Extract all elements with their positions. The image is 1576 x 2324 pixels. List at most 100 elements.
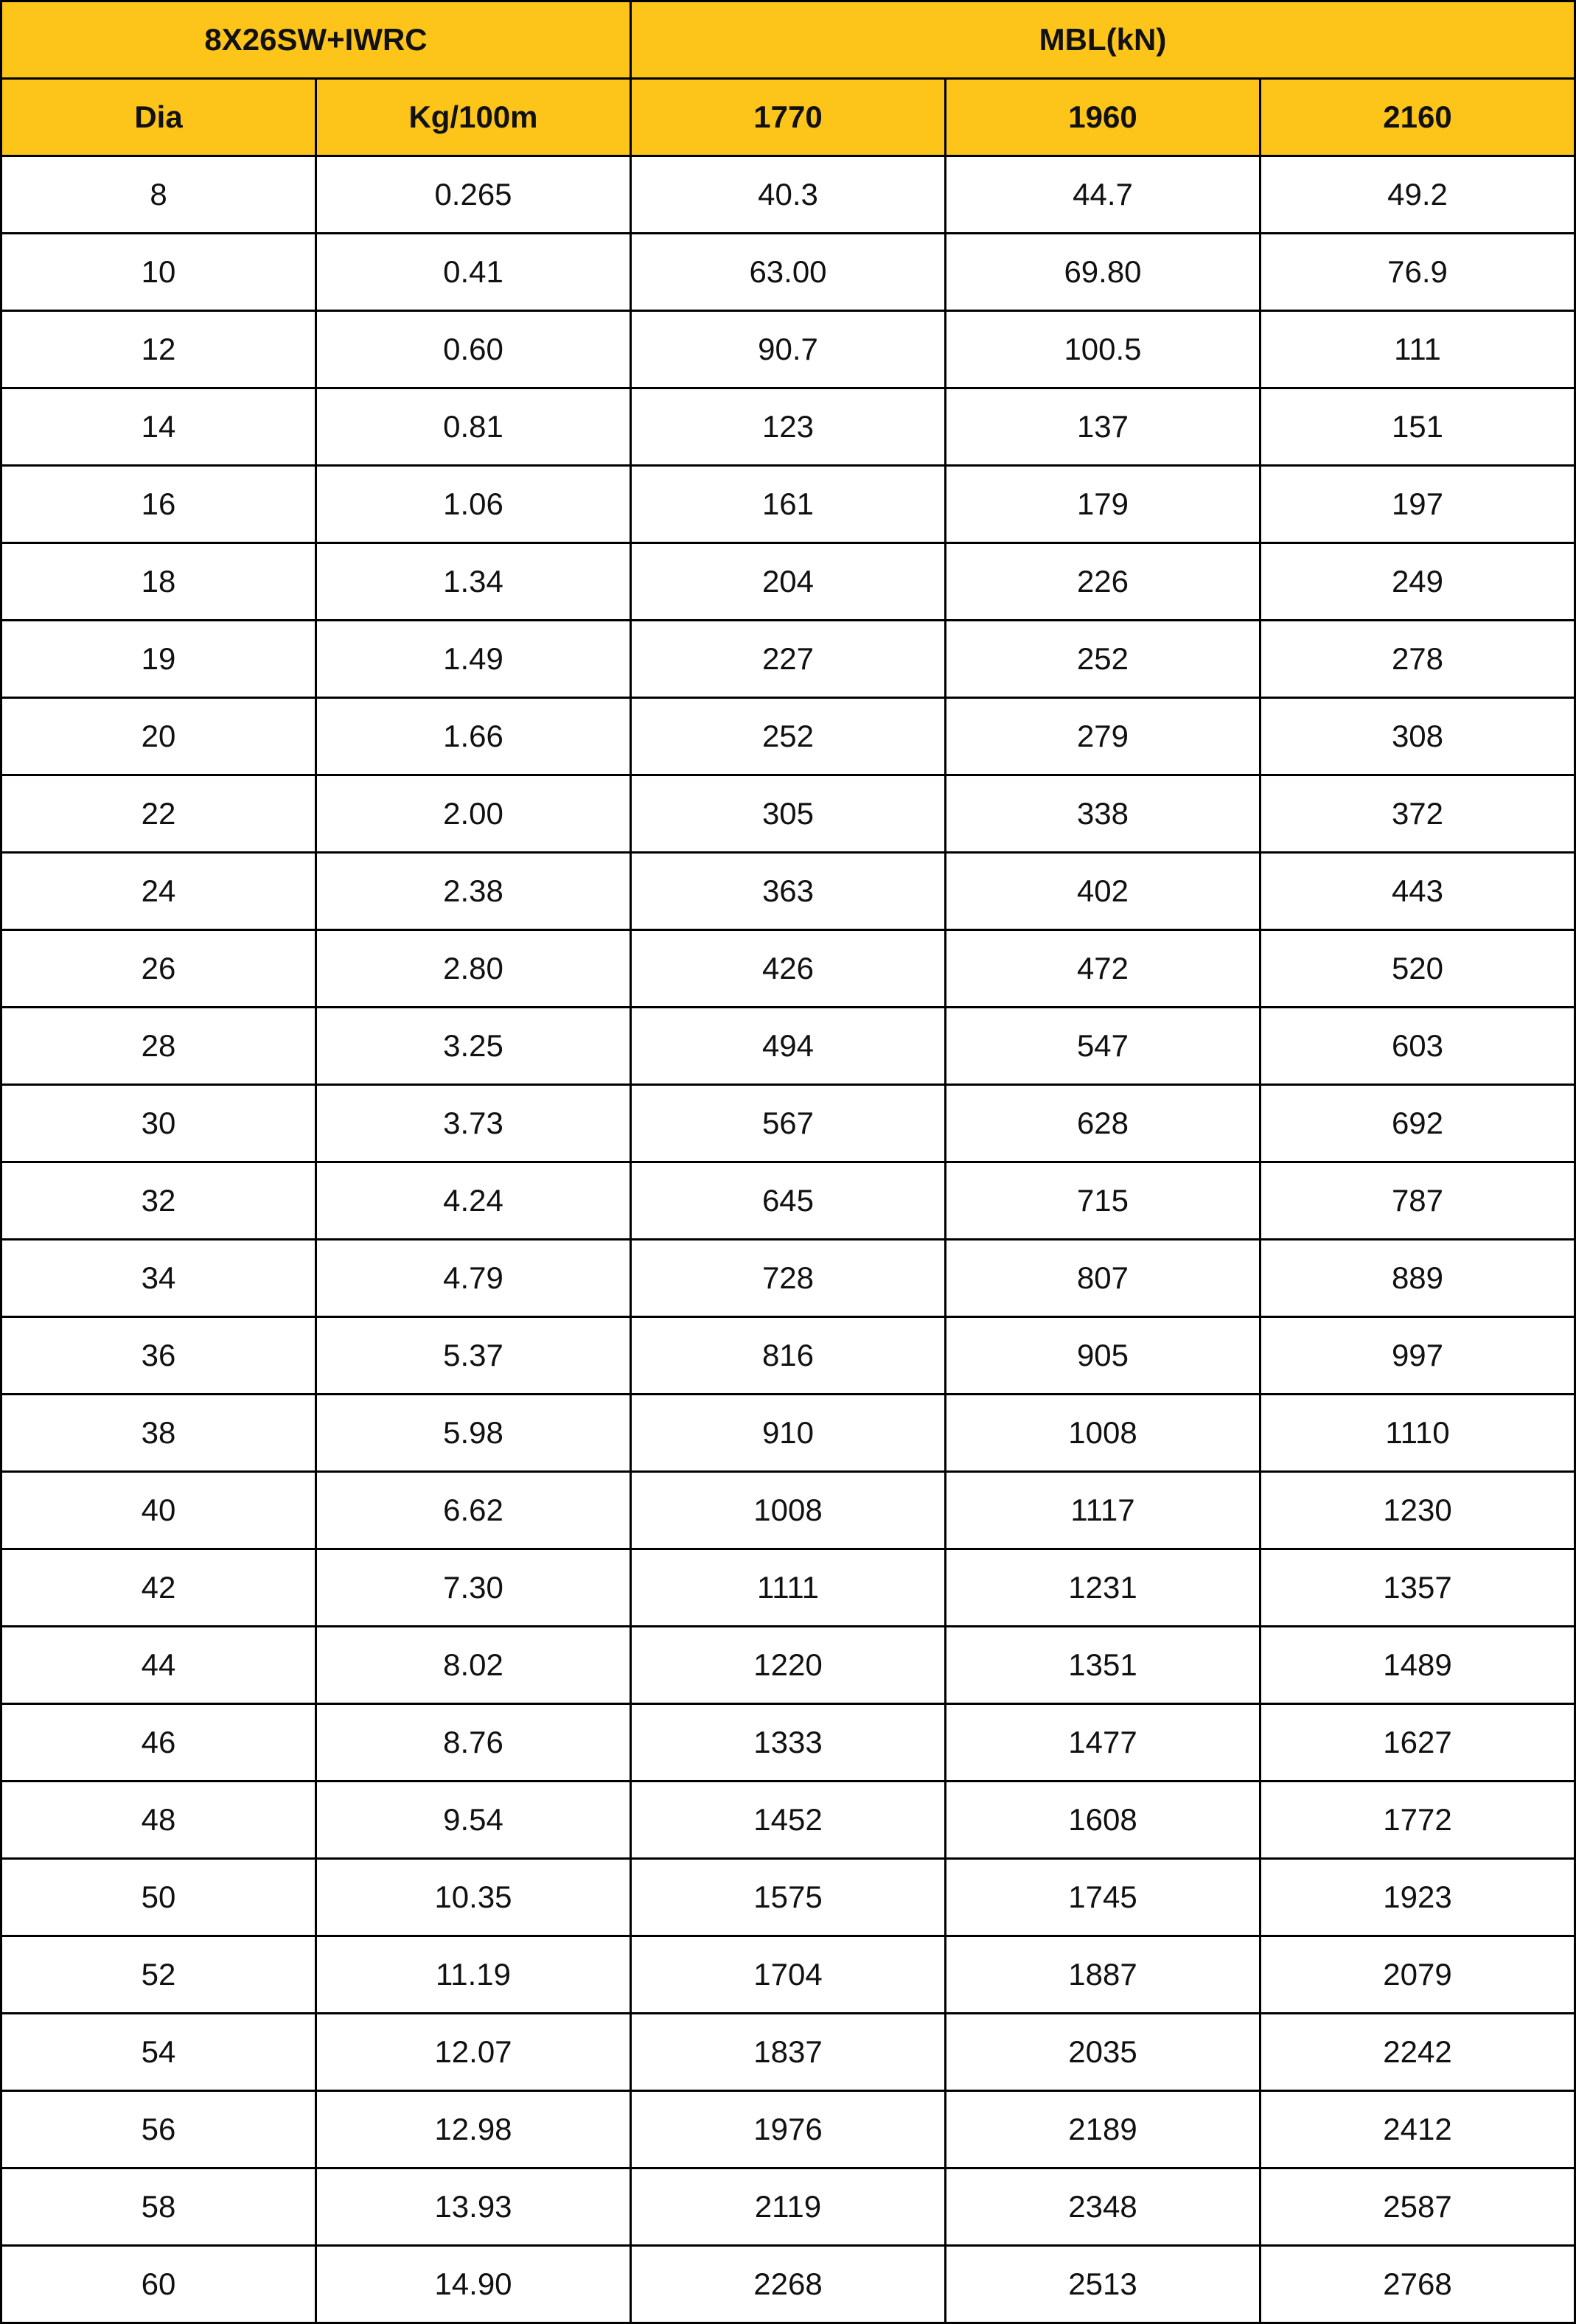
table-cell: 252 xyxy=(944,619,1261,699)
table-cell: 494 xyxy=(630,1006,946,1086)
table-cell: 889 xyxy=(1259,1238,1576,1318)
table-cell: 905 xyxy=(944,1316,1261,1395)
table-cell: 1923 xyxy=(1259,1857,1576,1937)
column-header: Dia xyxy=(0,77,317,157)
table-cell: 305 xyxy=(630,774,946,854)
table-cell: 547 xyxy=(944,1006,1261,1086)
table-row: 34 4.79 728 807 889 xyxy=(0,1238,1576,1318)
table-cell: 179 xyxy=(944,464,1261,544)
table-cell: 44 xyxy=(0,1625,317,1705)
table-cell: 0.60 xyxy=(315,310,632,389)
table-cell: 100.5 xyxy=(944,310,1261,389)
table-cell: 1008 xyxy=(944,1393,1261,1473)
table-cell: 308 xyxy=(1259,697,1576,776)
table-cell: 1887 xyxy=(944,1935,1261,2014)
table-cell: 249 xyxy=(1259,542,1576,621)
table-cell: 787 xyxy=(1259,1161,1576,1240)
table-cell: 692 xyxy=(1259,1084,1576,1163)
table-row: 16 1.06 161 179 197 xyxy=(0,464,1576,544)
table-cell: 2268 xyxy=(630,2244,946,2324)
table-cell: 11.19 xyxy=(315,1935,632,2014)
table-cell: 14 xyxy=(0,387,317,467)
table-row: 8 0.265 40.3 44.7 49.2 xyxy=(0,155,1576,234)
table-cell: 4.79 xyxy=(315,1238,632,1318)
table-cell: 910 xyxy=(630,1393,946,1473)
table-cell: 2119 xyxy=(630,2167,946,2247)
table-cell: 372 xyxy=(1259,774,1576,854)
table-cell: 1575 xyxy=(630,1857,946,1937)
table-row: 46 8.76 1333 1477 1627 xyxy=(0,1703,1576,1782)
table-cell: 2768 xyxy=(1259,2244,1576,2324)
table-cell: 7.30 xyxy=(315,1548,632,1627)
table-cell: 816 xyxy=(630,1316,946,1395)
table-cell: 50 xyxy=(0,1857,317,1937)
table-cell: 279 xyxy=(944,697,1261,776)
table-cell: 1489 xyxy=(1259,1625,1576,1705)
table-row: 38 5.98 910 1008 1110 xyxy=(0,1393,1576,1473)
table-cell: 1745 xyxy=(944,1857,1261,1937)
group-header-row: 8X26SW+IWRC MBL(kN) xyxy=(0,0,1576,80)
group-header: 8X26SW+IWRC xyxy=(0,0,632,80)
table-cell: 603 xyxy=(1259,1006,1576,1086)
table-row: 60 14.90 2268 2513 2768 xyxy=(0,2244,1576,2324)
table-cell: 161 xyxy=(630,464,946,544)
table-cell: 2587 xyxy=(1259,2167,1576,2247)
table-cell: 197 xyxy=(1259,464,1576,544)
table-cell: 0.41 xyxy=(315,232,632,312)
table-cell: 14.90 xyxy=(315,2244,632,2324)
table-cell: 24 xyxy=(0,851,317,931)
table-cell: 1.34 xyxy=(315,542,632,621)
table-cell: 628 xyxy=(944,1084,1261,1163)
table-cell: 1110 xyxy=(1259,1393,1576,1473)
column-header: 1770 xyxy=(630,77,946,157)
table-row: 19 1.49 227 252 278 xyxy=(0,619,1576,699)
table-cell: 2513 xyxy=(944,2244,1261,2324)
table-cell: 34 xyxy=(0,1238,317,1318)
table-cell: 3.73 xyxy=(315,1084,632,1163)
table-cell: 1837 xyxy=(630,2012,946,2092)
table-row: 18 1.34 204 226 249 xyxy=(0,542,1576,621)
table-cell: 1627 xyxy=(1259,1703,1576,1782)
table-cell: 111 xyxy=(1259,310,1576,389)
table-cell: 22 xyxy=(0,774,317,854)
table-cell: 58 xyxy=(0,2167,317,2247)
table-cell: 567 xyxy=(630,1084,946,1163)
table-cell: 1608 xyxy=(944,1780,1261,1860)
table-row: 42 7.30 1111 1231 1357 xyxy=(0,1548,1576,1627)
table-row: 58 13.93 2119 2348 2587 xyxy=(0,2167,1576,2247)
table-cell: 38 xyxy=(0,1393,317,1473)
table-cell: 997 xyxy=(1259,1316,1576,1395)
table-cell: 1477 xyxy=(944,1703,1261,1782)
table-cell: 402 xyxy=(944,851,1261,931)
table-row: 24 2.38 363 402 443 xyxy=(0,851,1576,931)
table-cell: 2079 xyxy=(1259,1935,1576,2014)
table-cell: 40.3 xyxy=(630,155,946,234)
table-cell: 52 xyxy=(0,1935,317,2014)
table-cell: 1452 xyxy=(630,1780,946,1860)
table-cell: 8 xyxy=(0,155,317,234)
table-cell: 12.07 xyxy=(315,2012,632,2092)
table-cell: 20 xyxy=(0,697,317,776)
table-cell: 1.49 xyxy=(315,619,632,699)
table-cell: 69.80 xyxy=(944,232,1261,312)
table-cell: 363 xyxy=(630,851,946,931)
table-cell: 18 xyxy=(0,542,317,621)
column-header: 1960 xyxy=(944,77,1261,157)
table-cell: 5.98 xyxy=(315,1393,632,1473)
table-cell: 715 xyxy=(944,1161,1261,1240)
table-cell: 49.2 xyxy=(1259,155,1576,234)
table-cell: 2242 xyxy=(1259,2012,1576,2092)
table-row: 40 6.62 1008 1117 1230 xyxy=(0,1470,1576,1550)
table-cell: 426 xyxy=(630,929,946,1008)
table-cell: 63.00 xyxy=(630,232,946,312)
table-cell: 338 xyxy=(944,774,1261,854)
table-cell: 2412 xyxy=(1259,2090,1576,2169)
table-cell: 472 xyxy=(944,929,1261,1008)
table-cell: 46 xyxy=(0,1703,317,1782)
table-row: 30 3.73 567 628 692 xyxy=(0,1084,1576,1163)
table-cell: 520 xyxy=(1259,929,1576,1008)
table-cell: 40 xyxy=(0,1470,317,1550)
table-row: 28 3.25 494 547 603 xyxy=(0,1006,1576,1086)
